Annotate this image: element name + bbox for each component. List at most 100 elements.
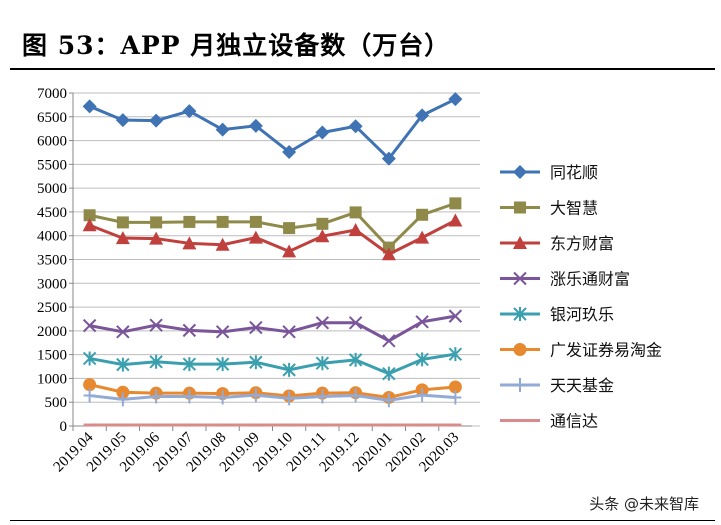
data-point	[82, 218, 97, 232]
data-point	[115, 231, 130, 245]
y-tick-label: 3500	[37, 253, 67, 269]
data-point	[348, 316, 363, 330]
data-point	[315, 125, 330, 140]
data-point	[182, 323, 197, 338]
data-point	[116, 392, 129, 407]
legend-label: 银河玖乐	[550, 305, 614, 324]
data-point	[283, 391, 296, 406]
data-point	[83, 209, 96, 222]
data-point	[315, 316, 330, 330]
y-tick-label: 6000	[37, 134, 67, 150]
data-point	[349, 388, 362, 403]
data-point	[513, 236, 527, 249]
series-3	[82, 309, 463, 348]
series-line	[89, 219, 457, 257]
data-point	[183, 215, 196, 228]
y-tick-label: 5500	[37, 157, 67, 173]
data-point	[513, 343, 527, 356]
data-point	[514, 378, 526, 392]
data-point	[249, 388, 262, 403]
series-6	[83, 388, 462, 408]
series-0	[82, 92, 463, 166]
data-point	[415, 108, 430, 123]
y-tick-label: 1000	[37, 371, 67, 387]
legend-item: 通信达	[500, 412, 598, 431]
data-point	[348, 352, 363, 367]
data-point	[248, 118, 263, 133]
data-point	[149, 354, 163, 369]
data-point	[283, 222, 296, 235]
data-point	[448, 380, 462, 394]
data-point	[149, 231, 164, 245]
y-tick-label: 500	[45, 395, 68, 411]
data-point	[448, 213, 463, 227]
y-tick-label: 2500	[37, 300, 67, 316]
data-point	[415, 352, 429, 367]
data-point	[149, 113, 164, 128]
series-line	[89, 97, 457, 161]
data-point	[282, 244, 297, 258]
y-tick-label: 0	[60, 419, 68, 435]
data-point	[449, 390, 462, 405]
bottom-rule	[10, 520, 715, 521]
series-5	[83, 378, 462, 404]
data-point	[150, 389, 163, 404]
data-point	[215, 357, 230, 372]
data-point	[514, 201, 526, 214]
y-tick-label: 7000	[37, 86, 67, 102]
data-point	[448, 347, 463, 362]
data-point	[282, 144, 297, 159]
data-point	[513, 271, 527, 286]
legend-label: 涨乐通财富	[550, 270, 630, 289]
legend-label: 通信达	[550, 412, 598, 431]
data-point	[83, 388, 96, 403]
data-point	[316, 217, 329, 230]
data-point	[116, 216, 129, 229]
data-point	[83, 378, 97, 392]
series-4	[82, 347, 463, 381]
y-tick-label: 5000	[37, 181, 67, 197]
data-point	[82, 351, 97, 366]
data-point	[182, 104, 197, 119]
data-point	[182, 236, 197, 250]
y-tick-label: 1500	[37, 348, 67, 364]
legend-label: 广发证券易淘金	[550, 341, 662, 360]
data-point	[216, 215, 229, 228]
data-point	[449, 197, 462, 210]
title-rule	[10, 68, 715, 70]
data-point	[513, 307, 527, 321]
data-point	[116, 385, 130, 399]
data-point	[249, 320, 263, 335]
legend-item: 天天基金	[500, 376, 614, 395]
data-point	[116, 325, 130, 339]
data-point	[150, 216, 163, 229]
data-point	[183, 389, 196, 404]
data-point	[316, 389, 329, 404]
data-point	[415, 315, 429, 329]
data-point	[215, 122, 230, 137]
data-point	[282, 362, 296, 377]
legend-item: 大智慧	[500, 199, 598, 218]
series-line	[89, 352, 456, 376]
series-2	[82, 213, 463, 261]
legend-item: 同花顺	[500, 163, 598, 182]
data-point	[115, 113, 130, 128]
legend-item: 银河玖乐	[500, 305, 614, 324]
data-point	[315, 229, 330, 243]
data-point	[216, 390, 229, 405]
data-point	[382, 393, 395, 408]
figure-title: 图 53：APP 月独立设备数（万台）	[22, 31, 451, 60]
data-point	[116, 357, 130, 372]
data-point	[182, 357, 197, 372]
data-point	[82, 99, 97, 114]
legend-label: 大智慧	[550, 199, 598, 218]
watermark: 头条 @未来智库	[589, 495, 699, 513]
y-tick-label: 3000	[37, 276, 67, 292]
y-tick-label: 2000	[37, 324, 67, 340]
data-point	[513, 165, 527, 179]
data-point	[82, 318, 97, 333]
legend-item: 广发证券易淘金	[500, 341, 662, 360]
series-1	[83, 197, 462, 254]
data-point	[415, 230, 430, 244]
